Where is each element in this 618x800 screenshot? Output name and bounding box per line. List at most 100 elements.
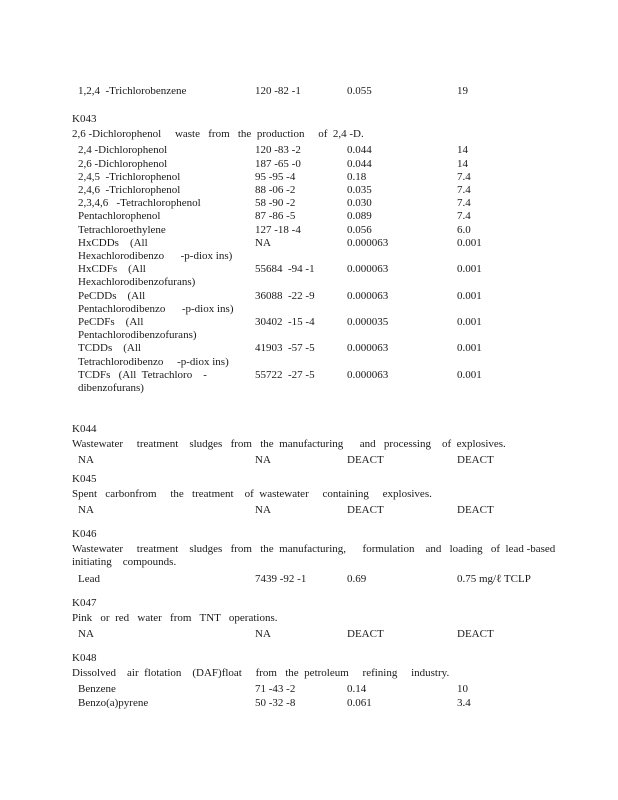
constituent-name: NA <box>78 504 94 517</box>
wastewater-standard: DEACT <box>347 504 384 517</box>
cas-number: NA <box>255 504 271 517</box>
constituent-row: HxCDDs (All Hexachlorodibenzo -p-diox in… <box>78 237 600 263</box>
constituent-row: TCDFs (All Tetrachloro - dibenzofurans) … <box>78 369 600 395</box>
nonwastewater-standard: 0.001 <box>457 236 482 249</box>
constituent-list: NA NA DEACT DEACT <box>78 454 600 467</box>
constituent-row: HxCDFs (All Hexachlorodibenzofurans) 556… <box>78 263 600 289</box>
waste-code-section: K047 Pink or red water from TNT operatio… <box>72 597 600 642</box>
constituent-name: PeCDDs (All Pentachlorodibenzo -p-diox i… <box>78 289 234 315</box>
nonwastewater-standard: 0.75 mg/ℓ TCLP <box>457 572 531 585</box>
waste-code-section: K045 Spent carbonfrom the treatment of w… <box>72 473 600 518</box>
constituent-name: Tetrachloroethylene <box>78 223 166 236</box>
nonwastewater-standard: 10 <box>457 683 468 696</box>
waste-description: Spent carbonfrom the treatment of wastew… <box>72 488 432 501</box>
waste-code: K045 <box>72 473 97 485</box>
constituent-list: Benzene 71 -43 -2 0.14 10 Benzo(a)pyrene… <box>78 683 600 709</box>
nonwastewater-standard: 7.4 <box>457 197 471 210</box>
wastewater-standard: 0.044 <box>347 144 372 157</box>
nonwastewater-standard: 6.0 <box>457 223 471 236</box>
cas-number: 36088 -22 -9 <box>255 289 315 302</box>
cas-number: 55684 -94 -1 <box>255 263 315 276</box>
wastewater-standard: 0.056 <box>347 223 372 236</box>
nonwastewater-standard: DEACT <box>457 454 494 467</box>
constituent-list: NA NA DEACT DEACT <box>78 628 600 641</box>
constituent-row: 2,4,5 -Trichlorophenol 95 -95 -4 0.18 7.… <box>78 171 600 184</box>
waste-description: Wastewater treatment sludges from the ma… <box>72 438 506 451</box>
wastewater-standard: 0.061 <box>347 696 372 709</box>
nonwastewater-standard: 14 <box>457 157 468 170</box>
constituent-list: 2,4 -Dichlorophenol 120 -83 -2 0.044 14 … <box>78 144 600 395</box>
wastewater-standard: DEACT <box>347 628 384 641</box>
waste-code: K044 <box>72 423 97 435</box>
constituent-name: 1,2,4 -Trichlorobenzene <box>78 85 187 97</box>
wastewater-standard: 0.000063 <box>347 289 389 302</box>
constituent-row: 2,4 -Dichlorophenol 120 -83 -2 0.044 14 <box>78 144 600 157</box>
constituent-row: Benzene 71 -43 -2 0.14 10 <box>78 683 600 696</box>
constituent-name: NA <box>78 628 94 641</box>
constituent-name: 2,3,4,6 -Tetrachlorophenol <box>78 197 201 210</box>
constituent-name: TCDDs (All Tetrachlorodibenzo -p-diox in… <box>78 342 229 368</box>
cas-number: NA <box>255 454 271 467</box>
wastewater-standard: 0.044 <box>347 157 372 170</box>
nonwastewater-standard: 0.001 <box>457 368 482 381</box>
waste-description: Pink or red water from TNT operations. <box>72 612 278 625</box>
constituent-name: TCDFs (All Tetrachloro - dibenzofurans) <box>78 368 207 395</box>
cas-number: 71 -43 -2 <box>255 683 296 696</box>
wastewater-standard: 0.055 <box>347 85 372 97</box>
constituent-row: PeCDFs (All Pentachlorodibenzofurans) 30… <box>78 316 600 342</box>
waste-code-section: K044 Wastewater treatment sludges from t… <box>72 423 600 468</box>
wastewater-standard: 0.69 <box>347 572 367 585</box>
waste-code: K048 <box>72 652 97 664</box>
constituent-name: HxCDFs (All Hexachlorodibenzofurans) <box>78 263 196 289</box>
wastewater-standard: 0.000063 <box>347 368 389 381</box>
cas-number: 120 -82 -1 <box>255 85 301 97</box>
constituent-name: Pentachlorophenol <box>78 210 161 223</box>
constituent-row: Lead 7439 -92 -1 0.69 0.75 mg/ℓ TCLP <box>78 573 600 586</box>
nonwastewater-standard: 0.001 <box>457 263 482 276</box>
nonwastewater-standard: 0.001 <box>457 342 482 355</box>
waste-code-section: K046 Wastewater treatment sludges from t… <box>72 528 600 586</box>
cas-number: 87 -86 -5 <box>255 210 296 223</box>
constituent-name: 2,4 -Dichlorophenol <box>78 144 168 157</box>
wastewater-standard: 0.089 <box>347 210 372 223</box>
constituent-row: 2,4,6 -Trichlorophenol 88 -06 -2 0.035 7… <box>78 184 600 197</box>
constituent-row: Benzo(a)pyrene 50 -32 -8 0.061 3.4 <box>78 697 600 710</box>
constituent-row: 2,6 -Dichlorophenol 187 -65 -0 0.044 14 <box>78 158 600 171</box>
constituent-row: NA NA DEACT DEACT <box>78 504 600 517</box>
constituent-name: PeCDFs (All Pentachlorodibenzofurans) <box>78 316 197 342</box>
cas-number: 7439 -92 -1 <box>255 572 307 585</box>
constituent-row: PeCDDs (All Pentachlorodibenzo -p-diox i… <box>78 290 600 316</box>
constituent-name: NA <box>78 454 94 467</box>
constituent-row: NA NA DEACT DEACT <box>78 628 600 641</box>
constituent-row: Tetrachloroethylene 127 -18 -4 0.056 6.0 <box>78 224 600 237</box>
wastewater-standard: 0.030 <box>347 197 372 210</box>
constituent-row: 2,3,4,6 -Tetrachlorophenol 58 -90 -2 0.0… <box>78 197 600 210</box>
constituent-name: 2,6 -Dichlorophenol <box>78 157 168 170</box>
constituent-name: HxCDDs (All Hexachlorodibenzo -p-diox in… <box>78 236 233 263</box>
waste-code: K043 <box>72 113 97 125</box>
waste-code: K047 <box>72 597 97 609</box>
cas-number: 55722 -27 -5 <box>255 368 315 381</box>
constituent-name: Benzene <box>78 683 116 696</box>
cas-number: NA <box>255 628 271 641</box>
wastewater-standard: 0.000035 <box>347 316 389 329</box>
waste-code: K046 <box>72 528 97 540</box>
constituent-list: NA NA DEACT DEACT <box>78 504 600 517</box>
waste-description: Dissolved air flotation (DAF)float from … <box>72 667 450 680</box>
cas-number: 58 -90 -2 <box>255 197 296 210</box>
cas-number: 30402 -15 -4 <box>255 316 315 329</box>
wastewater-standard: 0.000063 <box>347 263 389 276</box>
waste-code-section: K048 Dissolved air flotation (DAF)float … <box>72 652 600 710</box>
constituent-name: 2,4,5 -Trichlorophenol <box>78 170 181 183</box>
constituent-list: Lead 7439 -92 -1 0.69 0.75 mg/ℓ TCLP <box>78 573 600 586</box>
cas-number: 95 -95 -4 <box>255 170 296 183</box>
nonwastewater-standard: 3.4 <box>457 696 471 709</box>
nonwastewater-standard: DEACT <box>457 628 494 641</box>
wastewater-standard: DEACT <box>347 454 384 467</box>
wastewater-standard: 0.14 <box>347 683 367 696</box>
wastewater-standard: 0.035 <box>347 184 372 197</box>
wastewater-standard: 0.000063 <box>347 236 389 249</box>
nonwastewater-standard: 7.4 <box>457 184 471 197</box>
constituent-name: Lead <box>78 572 100 585</box>
